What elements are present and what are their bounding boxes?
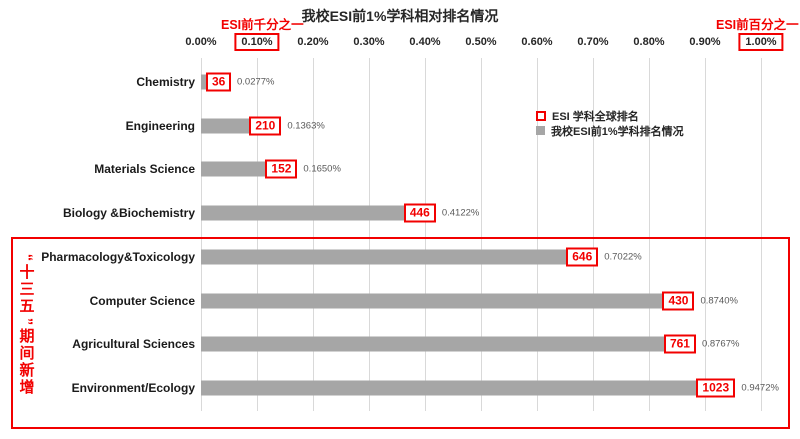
axis-tick-0.60%: 0.60% xyxy=(521,36,553,48)
axis-tick-0.70%: 0.70% xyxy=(577,36,609,48)
esi-top-1pct-tag: ESI前百分之一 xyxy=(716,18,799,32)
category-label-chemistry: Chemistry xyxy=(136,75,195,89)
legend-item-global-rank: ESI 学科全球排名 xyxy=(536,108,684,123)
axis-tick-0.80%: 0.80% xyxy=(633,36,665,48)
vertical-annotation-char: ” xyxy=(18,317,36,326)
axis-tick-0.10%: 0.10% xyxy=(234,33,280,51)
bar-environment-ecology xyxy=(201,380,732,396)
percent-label-materials-science: 0.1650% xyxy=(303,163,341,175)
rank-value-box-biology-biochemistry: 446 xyxy=(403,203,436,223)
axis-tick-0.00%: 0.00% xyxy=(185,36,217,48)
vertical-annotation-char: 期 xyxy=(19,328,35,345)
legend-label: 我校ESI前1%学科排名情况 xyxy=(551,125,684,138)
category-label-materials-science: Materials Science xyxy=(94,162,195,177)
gridline xyxy=(481,58,482,411)
legend-label: ESI 学科全球排名 xyxy=(552,110,639,123)
gridline xyxy=(257,58,258,411)
vertical-annotation-char: 间 xyxy=(19,345,35,362)
gridline xyxy=(537,58,538,411)
red-open-square-icon xyxy=(536,110,546,121)
legend-item-relative-rank: 我校ESI前1%学科排名情况 xyxy=(536,123,684,138)
rank-value-box-materials-science: 152 xyxy=(265,159,298,179)
category-label-environment-ecology: Environment/Ecology xyxy=(71,380,195,395)
gridline xyxy=(425,58,426,411)
rank-value-box-computer-science: 430 xyxy=(662,291,695,310)
vertical-annotation-char: 新 xyxy=(19,362,35,379)
gray-filled-square-icon xyxy=(536,126,545,135)
category-label-engineering: Engineering xyxy=(125,118,195,133)
vertical-annotation-char: “ xyxy=(18,253,36,262)
axis-tick-0.40%: 0.40% xyxy=(409,36,441,48)
bar-agricultural-sciences xyxy=(201,336,692,352)
gridline xyxy=(649,58,650,411)
percent-label-biology-biochemistry: 0.4122% xyxy=(441,207,480,219)
vertical-annotation-13th-five-year: “ 十三五 ” 期间新增 xyxy=(17,251,37,396)
axis-tick-0.30%: 0.30% xyxy=(353,36,385,48)
gridline xyxy=(369,58,370,411)
category-label-pharmacology-toxicology: Pharmacology&Toxicology xyxy=(41,249,195,264)
category-label-computer-science: Computer Science xyxy=(89,293,195,308)
percent-label-engineering: 0.1363% xyxy=(287,120,325,132)
percent-label-environment-ecology: 0.9472% xyxy=(741,382,779,394)
gridline xyxy=(201,58,202,411)
axis-tick-0.20%: 0.20% xyxy=(297,36,329,48)
new-subjects-group-box xyxy=(11,237,790,429)
esi-top-0.1pct-tag: ESI前千分之一 xyxy=(221,18,304,32)
vertical-annotation-char: 十 xyxy=(19,264,35,281)
percent-label-agricultural-sciences: 0.8767% xyxy=(701,338,740,350)
axis-tick-0.50%: 0.50% xyxy=(465,36,497,48)
percent-label-computer-science: 0.8740% xyxy=(700,295,738,306)
chart-title: 我校ESI前1%学科相对排名情况 xyxy=(301,8,499,24)
rank-value-box-agricultural-sciences: 761 xyxy=(663,334,696,354)
rank-value-box-environment-ecology: 1023 xyxy=(696,378,736,398)
category-label-biology-biochemistry: Biology &Biochemistry xyxy=(62,206,195,221)
legend: ESI 学科全球排名 我校ESI前1%学科排名情况 xyxy=(536,108,684,138)
bar-biology-biochemistry xyxy=(201,205,432,221)
axis-tick-1.00%: 1.00% xyxy=(738,33,784,51)
gridline xyxy=(593,58,594,411)
bar-computer-science xyxy=(201,293,691,308)
rank-value-box-engineering: 210 xyxy=(249,116,282,136)
rank-value-box-chemistry: 36 xyxy=(206,72,232,92)
category-label-agricultural-sciences: Agricultural Sciences xyxy=(72,337,195,352)
bar-pharmacology-toxicology xyxy=(201,249,595,265)
vertical-annotation-char: 三 xyxy=(19,281,35,298)
vertical-annotation-char: 五 xyxy=(19,298,35,315)
gridline xyxy=(313,58,314,411)
gridline xyxy=(761,58,762,411)
rank-value-box-pharmacology-toxicology: 646 xyxy=(566,247,599,267)
axis-tick-0.90%: 0.90% xyxy=(689,36,721,48)
gridline xyxy=(705,58,706,411)
percent-label-pharmacology-toxicology: 0.7022% xyxy=(604,251,642,263)
vertical-annotation-char: 增 xyxy=(19,379,35,396)
percent-label-chemistry: 0.0277% xyxy=(237,76,275,88)
